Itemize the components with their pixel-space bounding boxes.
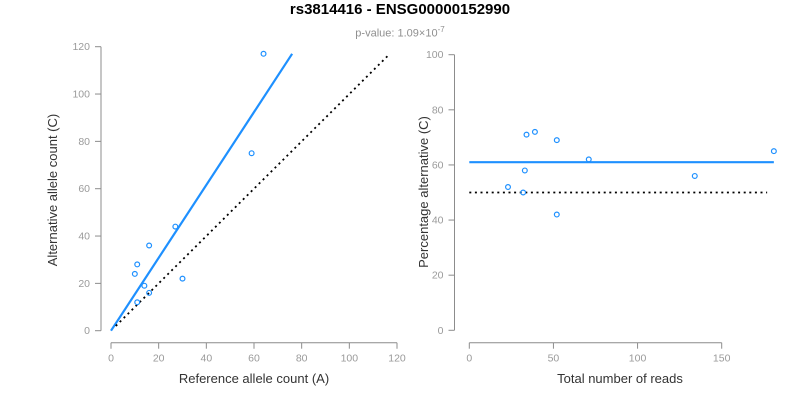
x-tick-label: 80 [296,353,308,365]
data-point [585,156,592,163]
x-tick-label: 0 [466,353,472,365]
y-tick-label: 80 [78,136,90,148]
panel-left: 0 20 40 60 80 100 120 0 20 40 60 80 100 120 Reference … [45,41,406,386]
data-point [146,289,153,296]
y-axis-label: Alternative allele count (C) [45,114,60,266]
y-tick-label: 0 [438,325,444,337]
y-tick-label: 100 [426,49,444,61]
y-tick-label: 40 [432,215,444,227]
pvalue-text: p-value: 1.09×10 [355,27,438,40]
x-tick-label: 60 [248,353,260,365]
y-tick-label: 80 [432,104,444,116]
data-point [523,131,530,138]
y-tick-label: 60 [432,159,444,171]
data-point [134,261,141,268]
y-tick-label: 120 [72,41,90,53]
data-point [179,275,186,282]
x-axis-label: Reference allele count (A) [179,371,329,386]
data-point [141,282,148,289]
x-axis-label: Total number of reads [557,371,683,386]
y-tick-label: 20 [432,270,444,282]
x-tick-label: 100 [629,353,647,365]
x-tick-label: 40 [200,353,212,365]
x-tick-label: 100 [341,353,359,365]
data-point [134,299,141,306]
panel-right: 0 20 40 60 80 100 0 50 100 150 Total number of rea… [416,49,777,386]
x-tick-label: 0 [108,353,114,365]
x-tick-label: 20 [153,353,165,365]
y-tick-label: 0 [84,325,90,337]
data-point [770,148,777,155]
y-tick-label: 40 [78,231,90,243]
x-tick-label: 120 [388,353,406,365]
data-point [531,128,538,135]
data-point [131,270,138,277]
regression-line [110,53,294,332]
data-point [521,167,528,174]
figure-header: rs3814416 - ENSG00000152990 p-value: 1.0… [0,1,800,41]
data-point [260,50,267,57]
identity-line [115,55,389,327]
data-point [172,223,179,230]
plot-title: rs3814416 - ENSG00000152990 [289,1,511,18]
y-tick-label: 20 [78,278,90,290]
data-point [146,242,153,249]
data-point [520,189,527,196]
data-point [553,137,560,144]
x-tick-label: 50 [548,353,560,365]
data-point [691,172,698,179]
data-point [505,183,512,190]
data-point [553,211,560,218]
pvalue-exponent: -7 [437,25,445,34]
y-tick-label: 100 [72,89,90,101]
y-axis-label: Percentage alternative (C) [416,116,431,268]
plot-subtitle: p-value: 1.09×10-7 [0,23,800,41]
data-point [248,150,255,157]
x-tick-label: 150 [713,353,731,365]
y-tick-label: 60 [78,183,90,195]
